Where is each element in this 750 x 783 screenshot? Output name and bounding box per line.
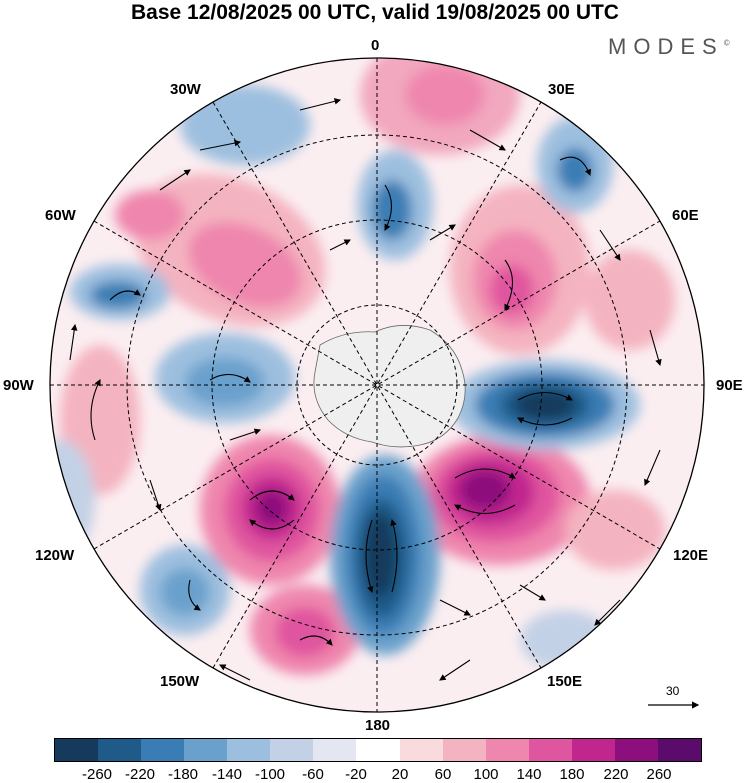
colorbar-swatch [55,739,99,761]
colorbar-tick: -220 [124,766,156,783]
colorbar-tick: 60 [434,766,452,783]
lon-label-60w: 60W [45,207,76,224]
colorbar-tick: -20 [345,766,367,783]
colorbar-tick: 260 [646,766,672,783]
lon-label-30w: 30W [170,81,201,98]
colorbar-tick: 180 [559,766,585,783]
colorbar-swatch [571,739,615,761]
colorbar-swatch [485,739,529,761]
brand-copyright: © [723,38,730,48]
lon-label-180: 180 [365,717,391,734]
anomaly-field [50,58,704,712]
colorbar-tick: -180 [167,766,199,783]
colorbar-swatch [98,739,142,761]
lon-label-90e: 90E [716,377,743,394]
colorbar-swatch [356,739,400,761]
chart-title: Base 12/08/2025 00 UTC, valid 19/08/2025… [131,1,619,24]
colorbar-swatch [270,739,314,761]
colorbar [54,738,702,762]
lon-label-120e: 120E [673,547,709,564]
colorbar-tick: 140 [516,766,542,783]
colorbar-swatch [528,739,572,761]
lon-label-0: 0 [371,37,380,54]
colorbar-swatch [227,739,271,761]
colorbar-swatch [399,739,443,761]
lon-label-60e: 60E [672,207,699,224]
colorbar-tick: 100 [473,766,499,783]
colorbar-swatch [614,739,658,761]
colorbar-swatch [141,739,185,761]
colorbar-swatch [657,739,701,761]
modes-logo: MODES© [608,34,730,60]
lon-label-30e: 30E [548,81,575,98]
lon-label-150w: 150W [160,673,200,690]
colorbar-tick: -260 [81,766,113,783]
lon-label-150e: 150E [547,673,583,690]
colorbar-swatch [313,739,357,761]
colorbar-tick: -140 [211,766,243,783]
colorbar-tick: 20 [391,766,409,783]
colorbar-tick: -60 [302,766,324,783]
graticule [50,58,704,712]
colorbar-swatch [442,739,486,761]
lon-label-90w: 90W [3,377,34,394]
colorbar-swatch [184,739,228,761]
colorbar-tick: 220 [603,766,629,783]
colorbar-tick: -100 [254,766,286,783]
lon-label-120w: 120W [35,547,75,564]
reference-vector-label: 30 [666,684,680,698]
brand-text: MODES [608,34,724,59]
